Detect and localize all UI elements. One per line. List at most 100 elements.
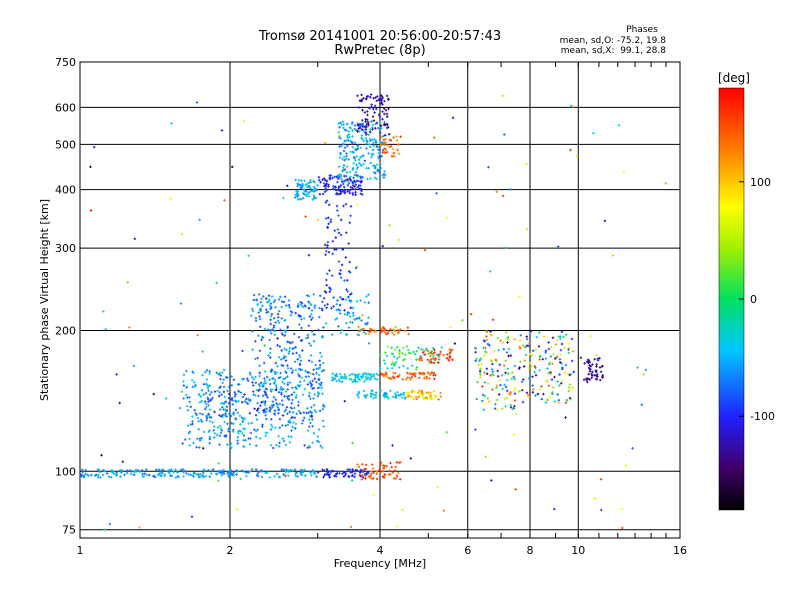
data-point — [302, 192, 305, 195]
data-point — [427, 352, 430, 355]
data-point — [248, 412, 252, 415]
data-point — [293, 416, 296, 419]
data-point — [283, 382, 286, 385]
data-point — [374, 96, 377, 99]
data-point — [205, 369, 209, 372]
data-point — [322, 369, 325, 372]
data-point — [232, 378, 236, 381]
data-point — [372, 97, 375, 100]
data-point — [336, 209, 339, 212]
data-point — [385, 392, 388, 395]
data-point — [390, 377, 393, 380]
data-point — [277, 408, 280, 411]
data-point — [307, 306, 311, 309]
data-point — [362, 372, 366, 375]
data-point — [340, 144, 343, 148]
data-point — [377, 373, 380, 377]
data-point — [498, 393, 501, 396]
data-point — [293, 332, 296, 336]
data-point — [342, 475, 346, 478]
data-point — [332, 305, 335, 308]
data-point — [325, 306, 328, 309]
data-point — [300, 179, 303, 182]
data-point — [364, 396, 367, 399]
data-point — [329, 220, 332, 223]
data-point — [524, 353, 528, 357]
data-point — [398, 355, 401, 358]
data-point — [297, 313, 300, 317]
data-point — [307, 324, 310, 327]
data-point — [403, 353, 407, 356]
data-point — [258, 315, 261, 318]
data-point — [399, 135, 402, 138]
data-point — [276, 403, 279, 406]
chart-subtitle: RwPretec (8p) — [334, 43, 425, 58]
data-point — [342, 298, 345, 301]
data-point — [301, 422, 304, 425]
data-point — [361, 313, 364, 317]
data-point — [174, 468, 177, 471]
data-point — [384, 351, 387, 354]
data-point — [263, 361, 266, 365]
data-point — [98, 468, 101, 472]
data-point — [343, 139, 346, 143]
data-point — [342, 471, 346, 474]
data-point — [365, 133, 368, 136]
data-point — [394, 348, 397, 351]
data-point — [384, 371, 388, 374]
data-point — [346, 311, 349, 314]
data-point — [371, 128, 374, 131]
data-point — [514, 488, 517, 491]
data-point — [423, 349, 426, 353]
data-point — [504, 385, 508, 389]
data-point — [343, 189, 346, 192]
data-point — [379, 126, 382, 129]
data-point — [368, 475, 371, 478]
data-point — [560, 330, 564, 334]
data-point — [182, 384, 185, 387]
data-point — [321, 446, 324, 449]
data-point — [308, 391, 311, 395]
data-point — [294, 472, 297, 475]
data-point — [362, 389, 366, 393]
data-point — [519, 334, 522, 337]
data-point — [291, 411, 295, 414]
data-point — [375, 391, 378, 394]
data-point — [406, 371, 409, 375]
data-point — [269, 329, 272, 332]
data-point — [398, 373, 401, 377]
data-point — [395, 474, 399, 478]
data-point — [342, 377, 345, 380]
data-point — [343, 279, 346, 282]
data-point — [336, 181, 339, 184]
data-point — [375, 99, 379, 102]
data-point — [278, 475, 282, 479]
data-point — [422, 373, 426, 376]
data-point — [199, 395, 203, 398]
data-point — [282, 387, 285, 391]
data-point — [484, 350, 487, 353]
data-point — [289, 468, 292, 472]
data-point — [294, 396, 298, 399]
data-point — [345, 152, 348, 155]
data-point — [513, 433, 516, 436]
data-point — [309, 187, 312, 190]
data-point — [294, 422, 298, 426]
data-point — [223, 420, 226, 424]
data-point — [449, 326, 452, 329]
data-point — [188, 400, 191, 404]
data-point — [245, 397, 248, 401]
data-point — [291, 369, 294, 372]
data-point — [374, 396, 378, 399]
data-point — [371, 389, 374, 393]
data-point — [432, 361, 435, 365]
data-point — [382, 464, 385, 467]
data-point — [270, 404, 273, 407]
data-point — [198, 218, 201, 221]
data-point — [188, 437, 191, 440]
data-point — [583, 362, 586, 365]
data-point — [321, 407, 325, 411]
data-point — [337, 308, 340, 311]
data-point — [219, 378, 222, 381]
